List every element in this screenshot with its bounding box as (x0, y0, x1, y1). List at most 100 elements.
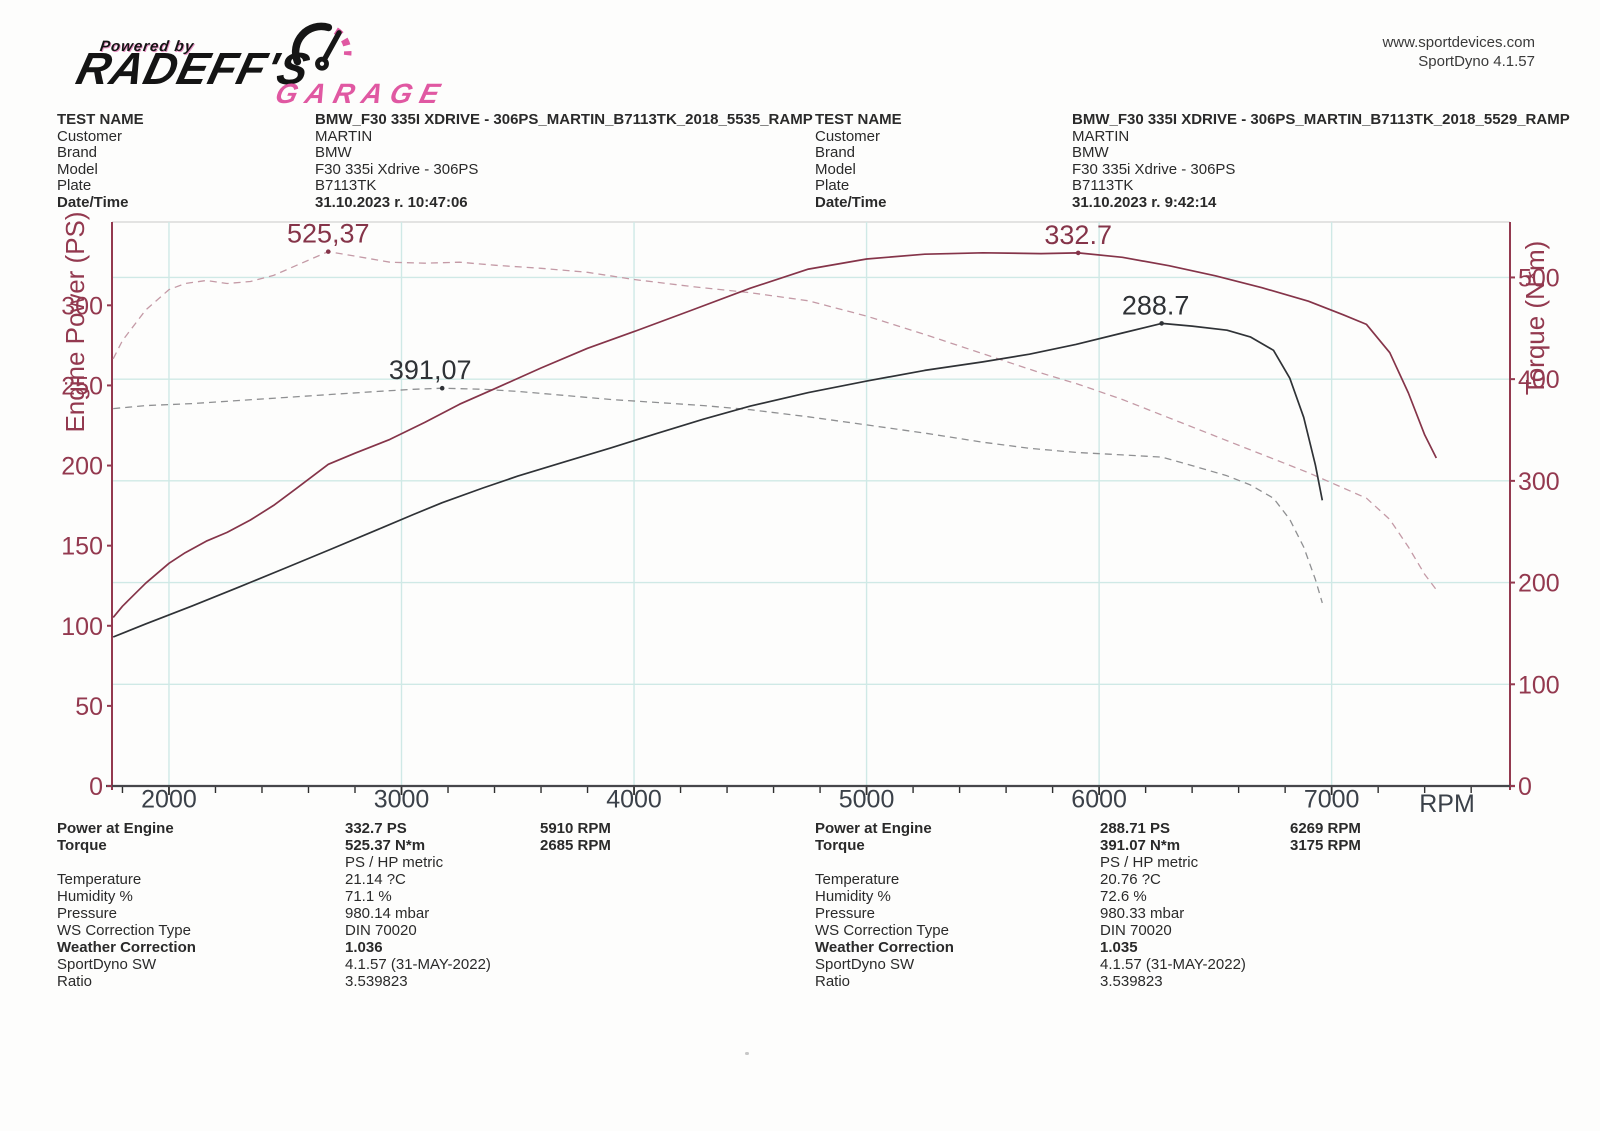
row-label: Brand (815, 144, 856, 162)
table-row: Ratio 3.539823 (815, 973, 1595, 990)
row-value: DIN 70020 (1100, 922, 1172, 939)
row-label: Temperature (815, 871, 900, 888)
table-row: Temperature 20.76 ?C (815, 871, 1595, 888)
power-run-5535 (112, 251, 1438, 618)
scan-speck (745, 1052, 749, 1055)
svg-text:100: 100 (61, 613, 103, 641)
table-row: Date/Time 31.10.2023 r. 10:47:06 (57, 193, 827, 212)
row-label: Torque (815, 837, 865, 854)
power-run-5529 (112, 322, 1324, 638)
row-label: SportDyno SW (815, 956, 915, 973)
table-row: Customer MARTIN (57, 127, 827, 146)
table-row: Torque 525.37 N*m 2685 RPM (57, 837, 837, 854)
svg-text:3000: 3000 (374, 786, 430, 814)
row-value: 2685 RPM (540, 837, 611, 854)
results-right: Power at Engine 288.71 PS 6269 RPM Torque 39… (815, 820, 1595, 990)
row-value: 3.539823 (345, 973, 408, 990)
svg-text:RPM: RPM (1419, 790, 1475, 818)
row-value: B7113TK (1072, 177, 1134, 195)
svg-text:4000: 4000 (606, 786, 662, 814)
table-row: Torque 391.07 N*m 3175 RPM (815, 837, 1595, 854)
row-label: Pressure (57, 905, 118, 922)
table-row: PS / HP metric (57, 854, 837, 871)
table-row: Customer MARTIN (815, 127, 1585, 146)
row-value: BMW (1072, 144, 1109, 162)
row-label: WS Correction Type (815, 922, 949, 939)
row-label: TEST NAME (57, 111, 144, 128)
row-value: 4.1.57 (31-MAY-2022) (1100, 956, 1246, 973)
row-value: MARTIN (1072, 127, 1130, 145)
row-value: 3175 RPM (1290, 837, 1361, 854)
row-value: MARTIN (315, 127, 373, 145)
svg-text:525,37: 525,37 (287, 219, 370, 249)
svg-text:Torque (N*m): Torque (N*m) (1520, 241, 1550, 396)
row-value: 1.036 (345, 939, 383, 956)
table-row: TEST NAME BMW_F30 335I XDRIVE - 306PS_MAR… (815, 111, 1585, 129)
svg-text:7000: 7000 (1304, 786, 1360, 814)
svg-text:0: 0 (89, 773, 103, 801)
row-value: PS / HP metric (345, 854, 444, 871)
svg-text:200: 200 (1518, 570, 1560, 598)
row-label: SportDyno SW (57, 956, 157, 973)
torque-run-5535 (112, 250, 1437, 591)
row-value: 391.07 N*m (1100, 837, 1181, 854)
row-label: Pressure (815, 905, 876, 922)
svg-text:0: 0 (1518, 773, 1532, 801)
row-label: Brand (57, 144, 98, 162)
torque-run-5529 (113, 387, 1323, 604)
row-value: 72.6 % (1100, 888, 1147, 905)
table-row: Humidity % 72.6 % (815, 888, 1595, 905)
svg-text:300: 300 (61, 292, 103, 320)
test-info-left: TEST NAME BMW_F30 335I XDRIVE - 306PS_MAR… (57, 111, 827, 212)
row-value: BMW_F30 335I XDRIVE - 306PS_MARTIN_B7113… (315, 111, 813, 128)
svg-text:391,07: 391,07 (389, 355, 472, 385)
row-label: Temperature (57, 871, 142, 888)
table-row: Weather Correction 1.035 (815, 939, 1595, 956)
row-label: Weather Correction (815, 939, 954, 956)
row-label: WS Correction Type (57, 922, 191, 939)
row-label: Model (57, 160, 98, 178)
svg-text:500: 500 (1518, 264, 1560, 292)
table-row: Model F30 335i Xdrive - 306PS (815, 160, 1585, 179)
svg-text:288.7: 288.7 (1122, 290, 1190, 320)
svg-text:300: 300 (1518, 468, 1560, 496)
table-row: WS Correction Type DIN 70020 (815, 922, 1595, 939)
table-row: Humidity % 71.1 % (57, 888, 837, 905)
table-row: Brand BMW (815, 144, 1585, 162)
row-value: 31.10.2023 r. 9:42:14 (1072, 193, 1217, 211)
svg-text:250: 250 (61, 372, 103, 400)
row-label: Humidity % (815, 888, 891, 905)
row-value: F30 335i Xdrive - 306PS (1072, 160, 1236, 178)
row-value: 1.035 (1100, 939, 1138, 956)
svg-text:2000: 2000 (141, 786, 197, 814)
row-value: 71.1 % (345, 888, 392, 905)
row-label: Humidity % (57, 888, 133, 905)
table-row: SportDyno SW 4.1.57 (31-MAY-2022) (815, 956, 1595, 973)
row-label: Power at Engine (57, 820, 174, 837)
row-value: BMW_F30 335I XDRIVE - 306PS_MARTIN_B7113… (1072, 111, 1570, 128)
row-value: 980.14 mbar (345, 905, 430, 922)
svg-text:400: 400 (1518, 366, 1560, 394)
row-label: Model (815, 160, 856, 178)
svg-text:200: 200 (61, 453, 103, 481)
row-label: Date/Time (815, 193, 887, 211)
row-value: 4.1.57 (31-MAY-2022) (345, 956, 491, 973)
row-value: 3.539823 (1100, 973, 1163, 990)
table-row: SportDyno SW 4.1.57 (31-MAY-2022) (57, 956, 837, 973)
row-value: 5910 RPM (540, 820, 611, 837)
row-label: Weather Correction (57, 939, 196, 956)
radeffs-garage-logo: Powered by RADEFF'S GARAGE (72, 22, 538, 114)
row-label: Ratio (815, 973, 851, 990)
software-info: www.sportdevices.com SportDyno 4.1.57 (1382, 33, 1535, 71)
row-value: 6269 RPM (1290, 820, 1361, 837)
row-label: Power at Engine (815, 820, 932, 837)
table-row: Pressure 980.33 mbar (815, 905, 1595, 922)
row-label: Customer (815, 127, 881, 145)
svg-text:5000: 5000 (839, 786, 895, 814)
row-value: 332.7 PS (345, 820, 407, 837)
row-value: 31.10.2023 r. 10:47:06 (315, 193, 468, 211)
row-label: Date/Time (57, 193, 129, 211)
row-value: DIN 70020 (345, 922, 417, 939)
table-row: Weather Correction 1.036 (57, 939, 837, 956)
speedometer-icon (291, 22, 352, 71)
